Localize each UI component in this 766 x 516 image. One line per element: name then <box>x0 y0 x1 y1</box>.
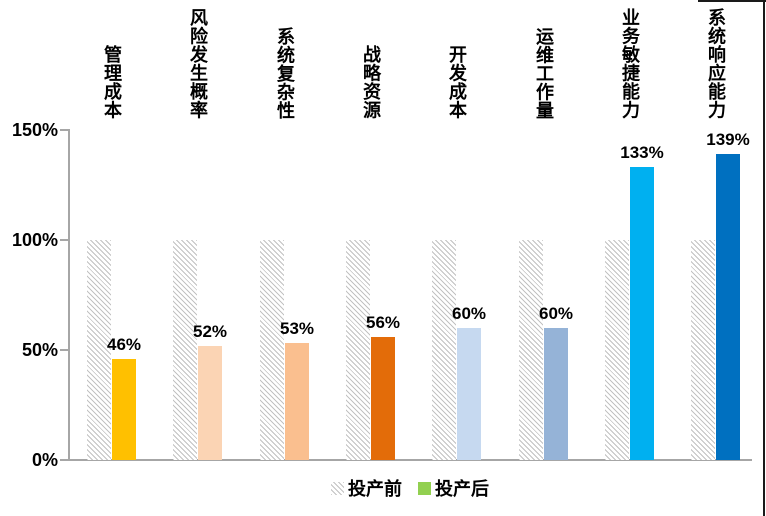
value-label: 52% <box>192 322 228 341</box>
value-label: 60% <box>451 304 487 323</box>
category-label: 运维工作量 <box>534 26 554 120</box>
y-axis-tick-label: 0% <box>31 450 58 470</box>
y-axis-tick-label: 100% <box>11 230 58 250</box>
category-label: 系统复杂性 <box>275 26 295 120</box>
bar-pre-1 <box>173 240 197 460</box>
legend-item-post: 投产后 <box>418 475 489 501</box>
bar-post-7 <box>716 154 740 460</box>
y-axis-tick-label: 50% <box>21 340 58 360</box>
y-axis-tick-label: 150% <box>11 120 58 140</box>
category-label: 系统响应能力 <box>706 8 726 119</box>
legend-pre-label: 投产前 <box>348 479 402 499</box>
bar-pre-4 <box>432 240 456 460</box>
bar-post-2 <box>285 343 309 460</box>
top-border-line <box>698 0 766 2</box>
bar-post-0 <box>112 359 136 460</box>
x-axis-line <box>68 459 752 461</box>
y-axis-tick <box>60 459 68 461</box>
category-label: 风险发生概率 <box>188 8 208 119</box>
category-label: 业务敏捷能力 <box>620 8 640 119</box>
bar-pre-0 <box>87 240 111 460</box>
value-label: 46% <box>106 335 142 354</box>
y-axis-line <box>68 129 70 460</box>
value-label: 53% <box>279 319 315 338</box>
bar-pre-6 <box>605 240 629 460</box>
bar-pre-2 <box>260 240 284 460</box>
bar-pre-5 <box>519 240 543 460</box>
bar-post-5 <box>544 328 568 460</box>
bar-pre-7 <box>691 240 715 460</box>
value-label: 56% <box>365 313 401 332</box>
value-label: 139% <box>706 130 750 149</box>
bar-post-6 <box>630 167 654 460</box>
bar-post-4 <box>457 328 481 460</box>
legend-post-swatch-icon <box>418 481 431 495</box>
bar-post-3 <box>371 337 395 460</box>
legend: 投产前 投产后 <box>70 473 750 503</box>
legend-pre-swatch-icon <box>331 481 344 495</box>
value-label: 60% <box>538 304 574 323</box>
category-label: 管理成本 <box>102 45 122 119</box>
bar-pre-3 <box>346 240 370 460</box>
y-axis-tick <box>60 349 68 351</box>
category-label: 开发成本 <box>447 45 467 119</box>
y-axis-tick <box>60 129 68 131</box>
legend-post-label: 投产后 <box>435 479 489 499</box>
value-label: 133% <box>620 143 664 162</box>
bar-post-1 <box>198 346 222 460</box>
legend-item-pre: 投产前 <box>331 475 402 501</box>
category-label: 战略资源 <box>361 45 381 119</box>
right-border-line <box>763 0 765 516</box>
y-axis-tick <box>60 239 68 241</box>
